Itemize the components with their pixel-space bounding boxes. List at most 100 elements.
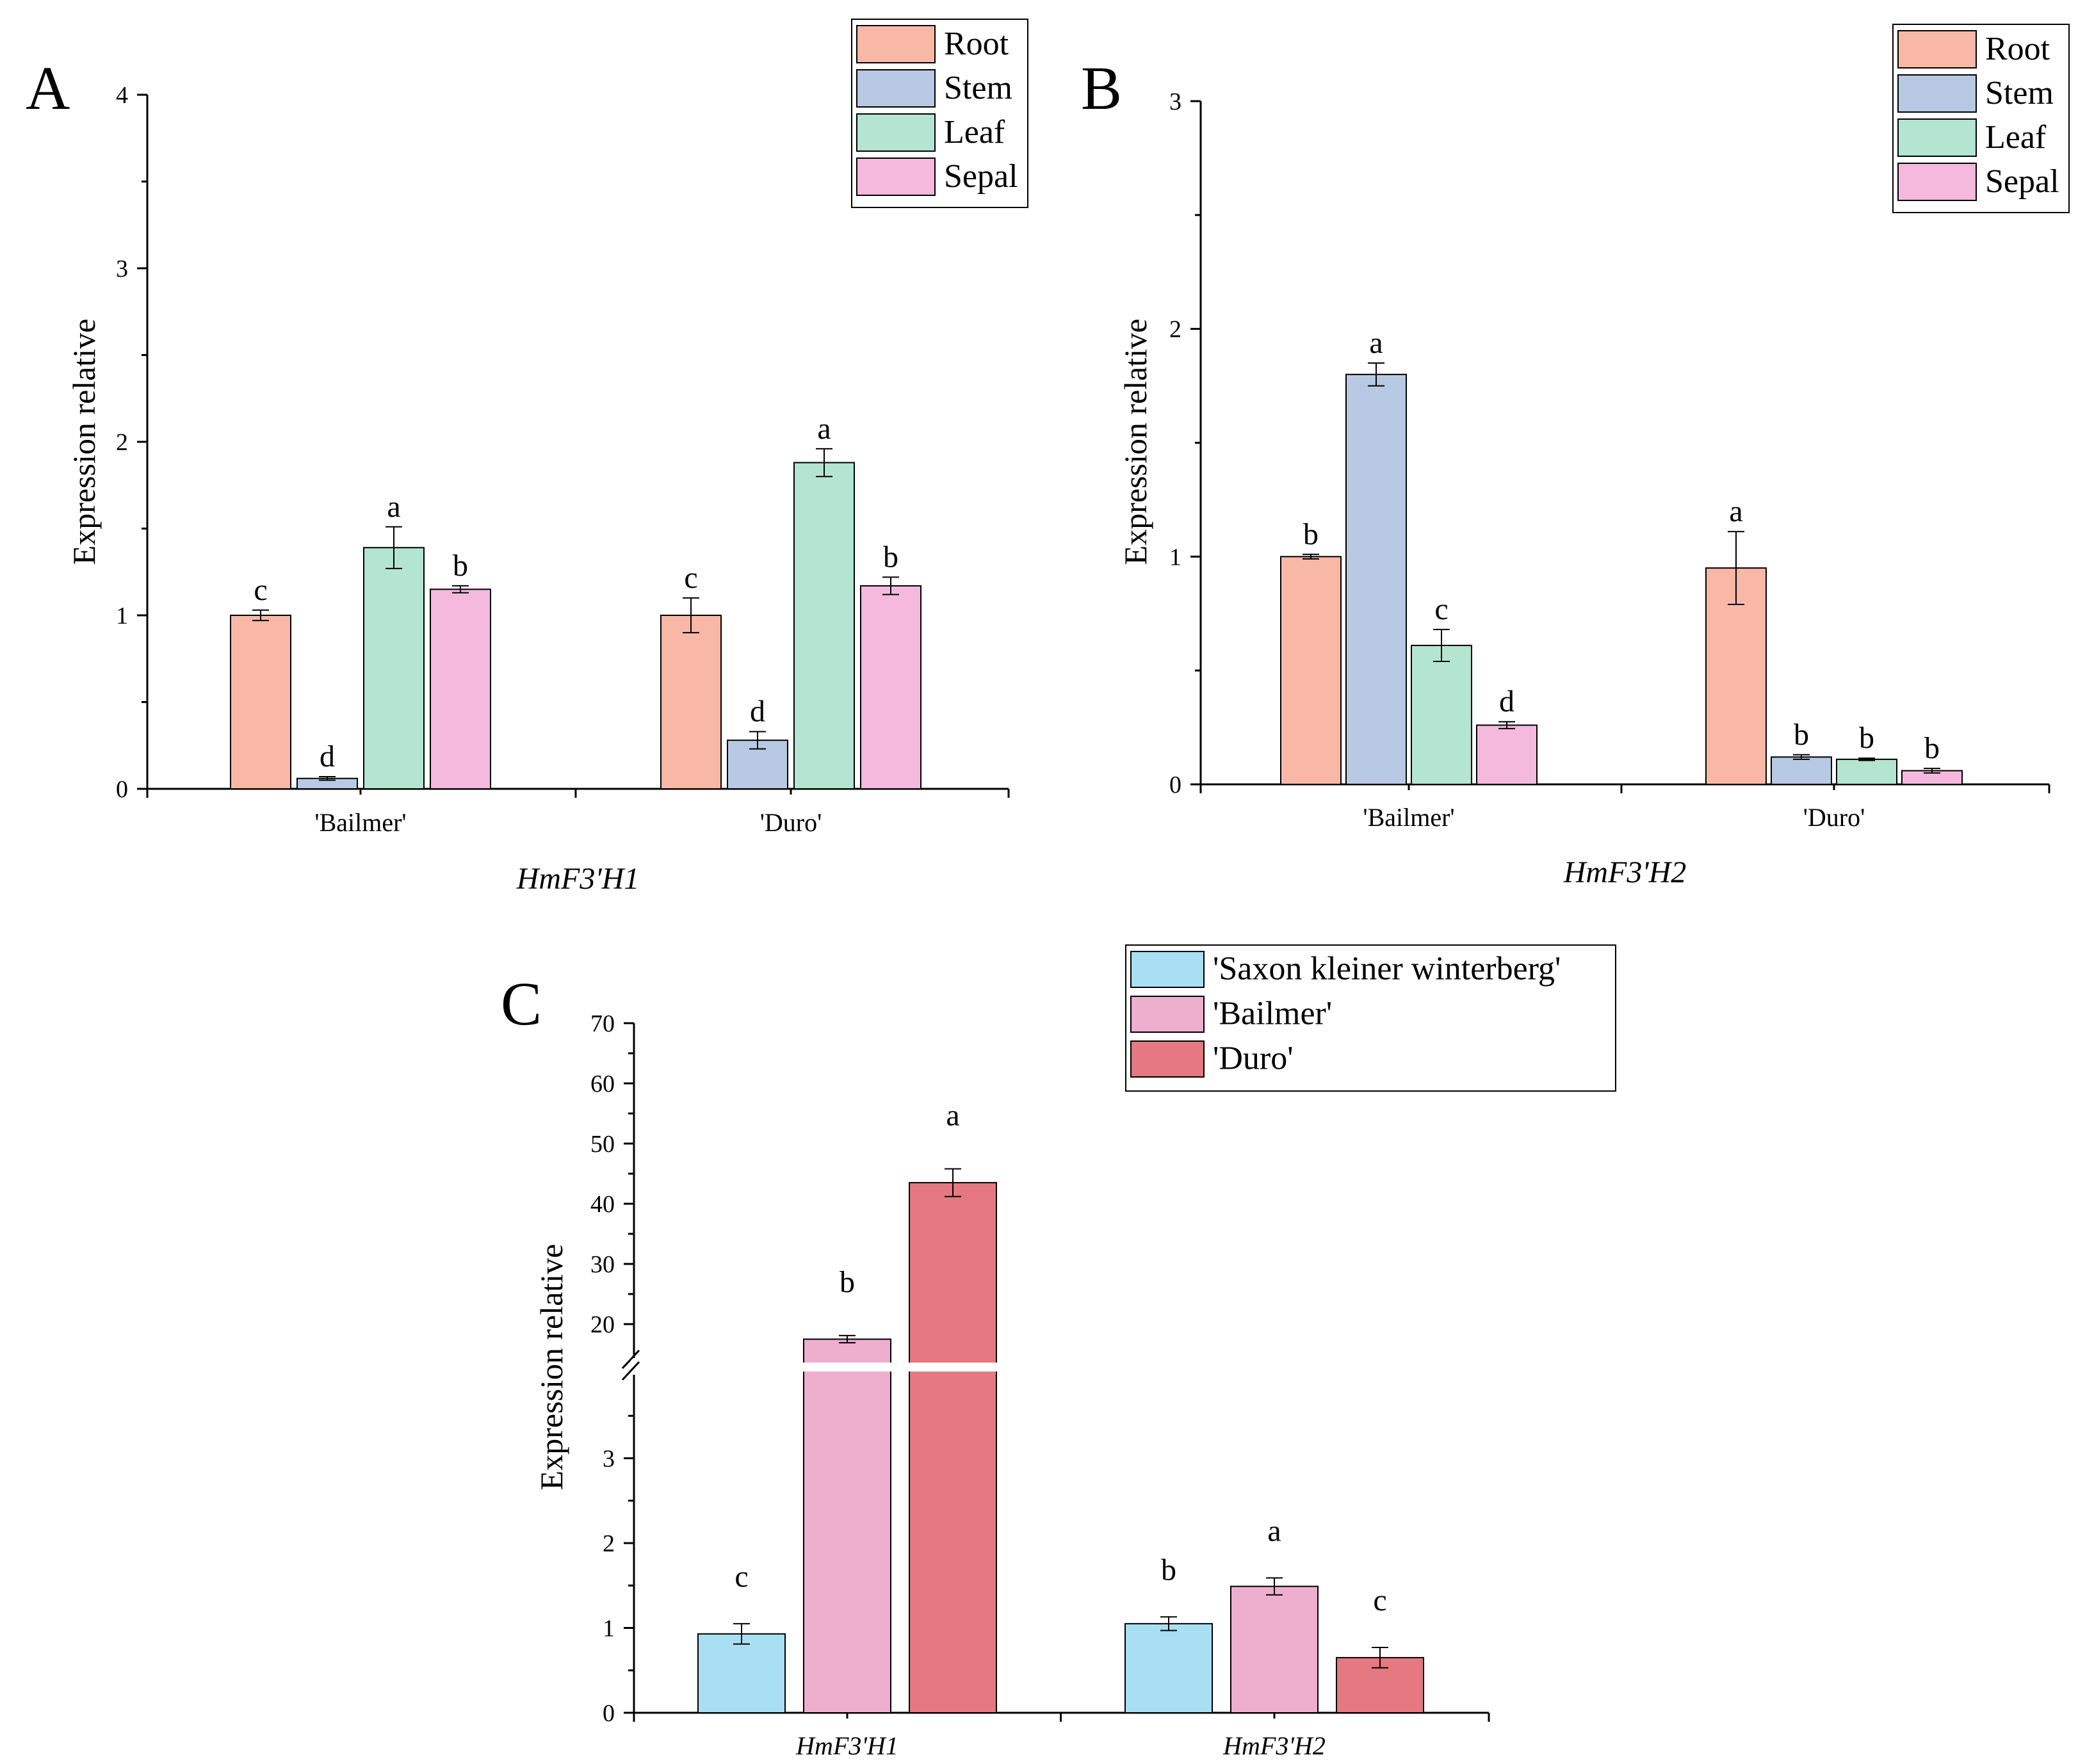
significance-letter-A-0-1: c	[684, 561, 697, 595]
y-axis-title-A: Expression relative	[66, 319, 102, 565]
significance-letter-A-3-0: b	[453, 549, 468, 583]
legend-swatch-B-2	[1897, 118, 1977, 157]
bar-C-0-1	[1124, 1622, 1213, 1713]
legend-swatch-C-0	[1130, 951, 1205, 988]
legend-label-A-2: Leaf	[944, 114, 1005, 150]
category-label-A-0: 'Bailmer'	[314, 808, 406, 837]
legend-swatch-A-1	[856, 69, 936, 108]
bar-B-leaf-1	[1836, 758, 1897, 786]
significance-letter-C-0-0: c	[735, 1560, 748, 1594]
y-tick-label-A-1: 1	[116, 603, 128, 629]
bar-B-root-0	[1280, 556, 1342, 785]
legend-swatch-B-1	[1897, 74, 1977, 113]
y-tick-label-B-1: 1	[1169, 544, 1181, 570]
significance-letter-A-2-1: a	[817, 412, 831, 446]
legend-label-A-0: Root	[944, 26, 1009, 62]
y-tick-label-lower-2: 2	[603, 1530, 615, 1557]
bar-A-root-0	[230, 615, 291, 789]
significance-letter-C-2-1: c	[1373, 1583, 1386, 1617]
legend-label-A-1: Stem	[944, 70, 1012, 106]
significance-letter-C-0-1: b	[1161, 1553, 1176, 1587]
significance-letter-B-2-0: c	[1434, 592, 1448, 626]
category-label-B-0: 'Bailmer'	[1363, 803, 1454, 832]
bar-C-1-1	[1230, 1585, 1319, 1713]
legend-label-C-0: 'Saxon kleiner winterberg'	[1213, 951, 1561, 987]
panel-label-A: A	[26, 54, 70, 122]
legend-label-B-2: Leaf	[1985, 119, 2047, 156]
legend-label-C-2: 'Duro'	[1213, 1040, 1294, 1077]
bar-break-gap-1-0	[801, 1363, 893, 1372]
significance-letter-B-0-0: b	[1303, 517, 1319, 551]
panel-label-C: C	[501, 969, 542, 1038]
y-tick-label-B-2: 2	[1169, 316, 1181, 343]
bar-break-gap-2-0	[907, 1363, 999, 1372]
significance-letter-A-0-0: c	[254, 573, 267, 607]
y-tick-label-upper-3: 50	[590, 1131, 615, 1158]
legend-swatch-A-3	[856, 158, 936, 196]
y-tick-label-upper-4: 60	[590, 1071, 615, 1097]
bar-B-stem-0	[1345, 373, 1407, 785]
y-tick-label-A-3: 3	[116, 255, 128, 282]
legend-swatch-B-0	[1897, 30, 1977, 69]
bar-A-sepal-0	[430, 588, 491, 789]
y-tick-label-A-2: 2	[116, 429, 128, 456]
y-tick-label-upper-2: 40	[590, 1191, 615, 1218]
y-axis-title-B: Expression relative	[1117, 319, 1153, 565]
significance-letter-C-1-1: a	[1267, 1514, 1281, 1548]
panel-a-chart: 0 1 2 3 4 'Bailmer' 'Duro' c c d d a a b b Expression r…	[26, 19, 1028, 896]
legend-swatch-A-0	[856, 25, 936, 63]
category-label-C-1: HmF3'H2	[1222, 1731, 1326, 1760]
y-tick-label-A-0: 0	[116, 776, 128, 803]
legend-swatch-A-2	[856, 113, 936, 152]
significance-letter-B-0-1: a	[1729, 494, 1742, 528]
significance-letter-B-1-0: a	[1369, 326, 1383, 360]
legend-swatch-B-3	[1897, 163, 1977, 201]
significance-letter-A-3-1: b	[883, 540, 898, 574]
bar-C-2-1	[1336, 1656, 1424, 1713]
significance-letter-A-2-0: a	[387, 490, 400, 524]
bar-A-root-1	[660, 615, 722, 789]
panel-b-chart: 0 1 2 3 'Bailmer' 'Duro' b a a b c b d b Expression re…	[1081, 24, 2070, 889]
y-tick-label-lower-1: 1	[603, 1615, 615, 1642]
y-tick-label-lower-0: 0	[603, 1700, 615, 1727]
legend-label-C-1: 'Bailmer'	[1213, 996, 1332, 1032]
axis-break-mark-upper-C	[621, 1349, 640, 1370]
category-label-A-1: 'Duro'	[760, 808, 822, 837]
significance-letter-B-2-1: b	[1859, 721, 1874, 755]
legend-swatch-C-1	[1130, 996, 1205, 1033]
panel-c-chart: 0 1 2 3 20 30 40 50 60 70 HmF3'H1 HmF3'H2 c b b a a c Expr…	[501, 944, 1616, 1760]
gene-title-A: HmF3'H1	[516, 862, 640, 896]
legend-label-B-1: Stem	[1985, 75, 2054, 111]
y-tick-label-upper-0: 20	[590, 1311, 615, 1338]
bar-C-0-0	[697, 1633, 786, 1713]
bar-C-2-0	[909, 1182, 997, 1713]
significance-letter-C-1-0: b	[840, 1265, 855, 1299]
legend-swatch-C-2	[1130, 1040, 1205, 1078]
axis-break-mark-lower-C	[621, 1361, 640, 1381]
gene-title-B: HmF3'H2	[1563, 855, 1687, 889]
significance-letter-B-3-0: d	[1499, 684, 1514, 718]
bar-B-stem-1	[1771, 756, 1832, 785]
significance-letter-B-1-1: b	[1794, 718, 1809, 752]
legend-label-B-3: Sepal	[1985, 163, 2059, 200]
bar-C-1-0	[803, 1338, 891, 1713]
category-label-C-0: HmF3'H1	[795, 1731, 898, 1760]
significance-letter-C-2-0: a	[946, 1098, 959, 1132]
y-tick-label-upper-5: 70	[590, 1010, 615, 1037]
y-tick-label-lower-3: 3	[603, 1446, 615, 1473]
y-tick-label-B-0: 0	[1169, 772, 1181, 798]
significance-letter-A-1-0: d	[320, 740, 335, 773]
category-label-B-1: 'Duro'	[1803, 803, 1865, 832]
panel-label-B: B	[1081, 54, 1122, 122]
legend-box-C	[1125, 944, 1616, 1092]
significance-letter-A-1-1: d	[750, 695, 765, 729]
significance-letter-B-3-1: b	[1924, 731, 1940, 765]
bar-B-leaf-0	[1411, 645, 1472, 785]
bar-A-sepal-1	[860, 585, 921, 789]
y-tick-label-A-4: 4	[116, 82, 128, 109]
y-axis-title-C: Expression relative	[533, 1244, 569, 1491]
legend-label-A-3: Sepal	[944, 158, 1018, 195]
bar-A-leaf-0	[363, 547, 425, 789]
legend-label-B-0: Root	[1985, 31, 2050, 67]
